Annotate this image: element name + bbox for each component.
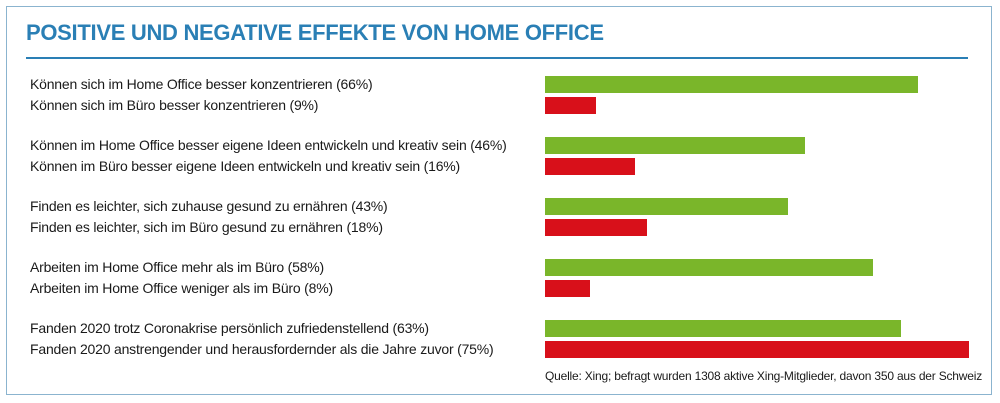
bar-positive [545, 137, 805, 154]
bar-negative [545, 219, 647, 236]
source-note: Quelle: Xing; befragt wurden 1308 aktive… [544, 369, 982, 383]
bar-label: Können im Büro besser eigene Ideen entwi… [30, 158, 460, 174]
bar-positive [545, 76, 918, 93]
bar-positive [545, 198, 788, 215]
bar-negative [545, 280, 590, 297]
bar-label: Können sich im Home Office besser konzen… [30, 76, 373, 92]
bar-label: Finden es leichter, sich zuhause gesund … [30, 198, 388, 214]
bar-negative [545, 158, 635, 175]
chart-title: POSITIVE UND NEGATIVE EFFEKTE VON HOME O… [26, 20, 604, 45]
bar-negative [545, 341, 969, 358]
bar-label: Fanden 2020 trotz Coronakrise persönlich… [30, 320, 429, 336]
bar-positive [545, 320, 901, 337]
bar-label: Fanden 2020 anstrengender und herausford… [30, 341, 494, 357]
bar-label: Können im Home Office besser eigene Idee… [30, 137, 507, 153]
bar-label: Arbeiten im Home Office mehr als im Büro… [30, 259, 324, 275]
bar-label: Können sich im Büro besser konzentrieren… [30, 97, 319, 113]
bar-label: Arbeiten im Home Office weniger als im B… [30, 280, 333, 296]
bar-negative [545, 97, 596, 114]
bar-label: Finden es leichter, sich im Büro gesund … [30, 219, 383, 235]
title-rule [26, 57, 968, 59]
bar-positive [545, 259, 873, 276]
